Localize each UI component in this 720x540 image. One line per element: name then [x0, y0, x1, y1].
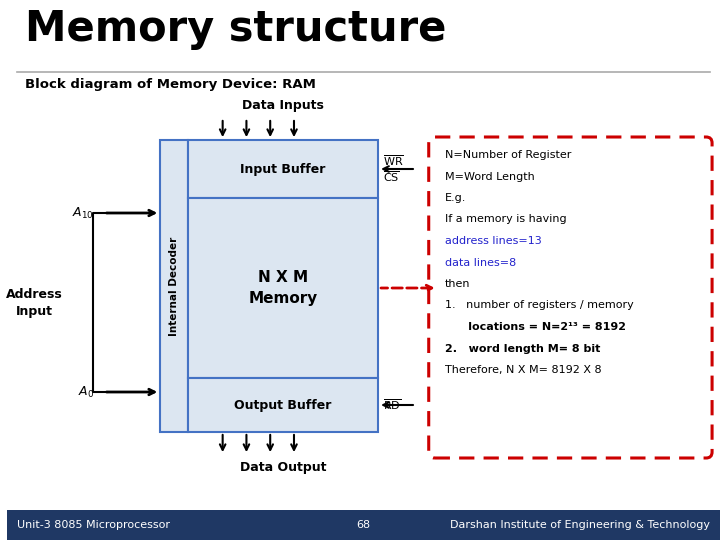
- Bar: [6, 510, 720, 540]
- Text: N=Number of Register: N=Number of Register: [444, 150, 571, 160]
- Text: E.g.: E.g.: [444, 193, 466, 203]
- Text: data lines=8: data lines=8: [444, 258, 516, 267]
- Text: M=Word Length: M=Word Length: [444, 172, 534, 181]
- FancyBboxPatch shape: [428, 137, 712, 458]
- Text: address lines=13: address lines=13: [444, 236, 541, 246]
- Text: $\overline{\rm CS}$: $\overline{\rm CS}$: [383, 170, 400, 184]
- Text: then: then: [444, 279, 470, 289]
- Bar: [188, 198, 378, 378]
- Text: Data Inputs: Data Inputs: [242, 98, 324, 111]
- Text: $A_{10}$: $A_{10}$: [72, 205, 94, 220]
- Text: Memory structure: Memory structure: [24, 8, 446, 50]
- Text: 68: 68: [356, 520, 370, 530]
- Text: 1.   number of registers / memory: 1. number of registers / memory: [444, 300, 634, 310]
- Text: $\overline{\rm WR}$: $\overline{\rm WR}$: [383, 154, 404, 168]
- Text: Internal Decoder: Internal Decoder: [169, 237, 179, 336]
- Text: locations = N=2¹³ = 8192: locations = N=2¹³ = 8192: [444, 322, 626, 332]
- Text: Block diagram of Memory Device: RAM: Block diagram of Memory Device: RAM: [24, 78, 315, 91]
- Text: $\overline{\rm RD}$: $\overline{\rm RD}$: [383, 397, 402, 413]
- Text: Output Buffer: Output Buffer: [235, 399, 332, 411]
- Text: Therefore, N X M= 8192 X 8: Therefore, N X M= 8192 X 8: [444, 365, 601, 375]
- Text: Address
Input: Address Input: [6, 287, 63, 318]
- Text: Darshan Institute of Engineering & Technology: Darshan Institute of Engineering & Techn…: [450, 520, 710, 530]
- Text: $A_0$: $A_0$: [78, 384, 94, 400]
- Text: 2.   word length M= 8 bit: 2. word length M= 8 bit: [444, 343, 600, 354]
- Bar: [161, 140, 188, 432]
- Bar: [188, 378, 378, 432]
- Text: Input Buffer: Input Buffer: [240, 163, 325, 176]
- Text: Data Output: Data Output: [240, 462, 326, 475]
- Text: If a memory is having: If a memory is having: [444, 214, 566, 225]
- Text: N X M
Memory: N X M Memory: [248, 270, 318, 306]
- Bar: [188, 140, 378, 198]
- Text: Unit-3 8085 Microprocessor: Unit-3 8085 Microprocessor: [17, 520, 170, 530]
